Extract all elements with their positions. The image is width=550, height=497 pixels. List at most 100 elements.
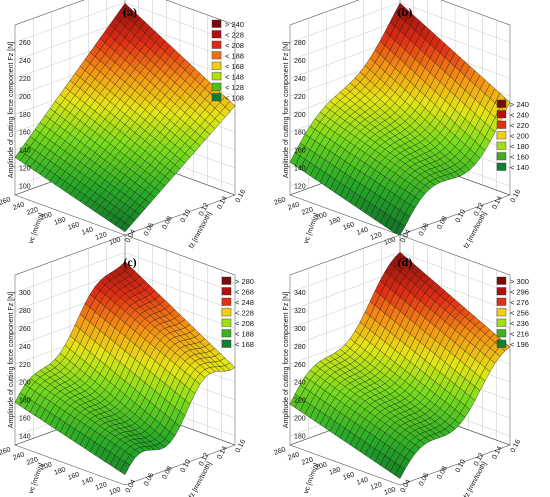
x-tick-label: 180 [53,216,66,227]
z-tick-label: 260 [294,58,306,65]
surface-cell [394,222,406,236]
legend-swatch [496,318,507,327]
x-tick-label: 200 [315,461,328,472]
legend-label: < 196 [510,340,529,349]
y-tick-label: 0.10 [455,459,468,474]
panel-label: (c) [123,255,136,269]
z-tick-label: 160 [19,130,31,137]
x-tick-label: 200 [40,461,53,472]
x-tick-label: 220 [301,206,314,217]
z-tick-label: 180 [19,112,31,119]
legend-label: > 300 [510,277,529,286]
y-tick-label: 0.10 [180,459,193,474]
x-tick-label: 180 [328,466,341,477]
surface-mesh [289,251,511,479]
z-tick-label: 140 [19,434,31,441]
legend-label: < 256 [510,308,529,317]
x-tick-label: 100 [108,236,121,247]
y-tick-label: 0.14 [491,195,504,210]
legend-label: < 296 [510,287,529,296]
legend-label: < 180 [510,142,529,151]
z-axis-title: Amplitude of cutting force component Fz … [8,42,15,178]
z-tick-label: 220 [294,94,306,101]
y-tick-label: 0.14 [216,195,229,210]
y-tick-label: 0.06 [418,222,431,237]
y-axis-title: fz [mm/tooth] [188,211,213,250]
legend-label: < 168 [225,62,244,71]
y-tick-label: 0.04 [125,229,138,244]
z-tick-label: 340 [294,290,306,297]
legend-swatch [496,297,507,306]
x-tick-label: 200 [40,211,53,222]
y-tick-label: 0.06 [418,472,431,487]
legend-label: < 188 [225,51,244,60]
legend-label: < 220 [510,121,529,130]
legend-swatch [496,131,507,140]
legend-label: < 108 [225,93,244,102]
legend-swatch [211,93,222,102]
legend-label: < 268 [235,287,254,296]
z-tick-label: 260 [19,40,31,47]
z-axis-title: Amplitude of cutting force component Fz … [283,292,290,428]
legend-swatch [221,329,232,338]
legend-swatch [211,82,222,91]
z-tick-label: 280 [294,344,306,351]
legend-label: < 160 [510,152,529,161]
x-tick-label: 120 [95,231,108,242]
y-tick-label: 0.14 [216,445,229,460]
z-tick-label: 240 [19,344,31,351]
x-tick-label: 120 [370,231,383,242]
panel-label: (b) [398,5,413,19]
x-tick-label: 140 [356,226,369,237]
legend-label: < 216 [510,329,529,338]
z-tick-label: 220 [19,76,31,83]
legend-label: > 240 [225,20,244,29]
z-tick-label: 200 [19,380,31,387]
legend-label: < 240 [510,110,529,119]
y-tick-label: 0.06 [143,222,156,237]
y-tick-label: 0.08 [161,465,174,480]
z-tick-label: 140 [19,148,31,155]
legend: > 240< 240 < 220< 200 < 180< 160 < 140 [496,99,529,172]
x-tick-label: 140 [356,476,369,487]
z-tick-label: 300 [294,326,306,333]
x-tick-label: 180 [53,466,66,477]
legend-swatch [496,162,507,171]
x-tick-label: 160 [67,221,80,232]
x-tick-label: 240 [12,201,25,212]
legend-label: < 200 [510,131,529,140]
legend-swatch [496,308,507,317]
x-axis-title: vc [m/min] [303,212,321,244]
y-tick-label: 0.16 [235,189,248,204]
z-tick-label: 200 [294,416,306,423]
legend-swatch [496,339,507,348]
surface-mesh [289,2,511,236]
surface-cell [119,222,131,233]
legend-swatch [496,276,507,285]
legend-swatch [496,110,507,119]
z-tick-label: 200 [294,112,306,119]
legend-swatch [496,120,507,129]
z-tick-label: 160 [19,416,31,423]
z-tick-label: 220 [294,398,306,405]
z-tick-label: 320 [294,308,306,315]
z-tick-label: 300 [19,290,31,297]
legend-label: < 248 [235,298,254,307]
legend-label: < 276 [510,298,529,307]
surface-cell [119,461,131,476]
y-tick-label: 0.14 [491,445,504,460]
x-tick-label: 120 [95,481,108,492]
x-tick-label: 160 [67,471,80,482]
y-tick-label: 0.16 [510,439,523,454]
x-tick-label: 140 [81,476,94,487]
x-tick-label: 260 [273,446,286,457]
x-tick-label: 140 [81,226,94,237]
y-tick-label: 0.16 [235,439,248,454]
legend-label: < 228 [235,308,254,317]
legend-label: < 128 [225,83,244,92]
legend-swatch [496,141,507,150]
x-tick-label: 100 [108,486,121,497]
